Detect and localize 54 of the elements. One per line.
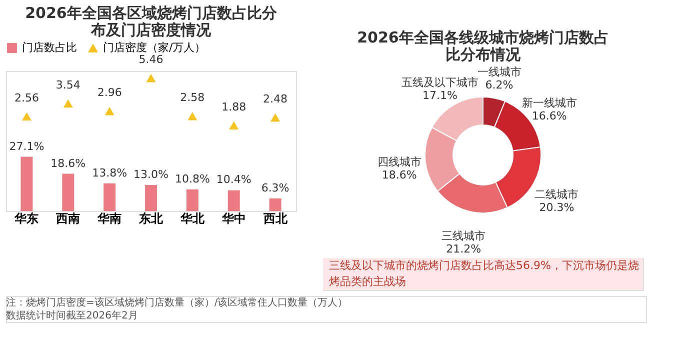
- data-label: 10.8%: [174, 172, 210, 186]
- point: [270, 113, 280, 122]
- point: [22, 112, 32, 121]
- bar: [62, 174, 74, 211]
- data-label: 17.1%: [422, 88, 458, 102]
- data-label: 21.2%: [446, 242, 482, 256]
- data-label: 10.4%: [216, 173, 252, 186]
- data-label: 6.3%: [261, 181, 290, 194]
- point: [146, 74, 156, 82]
- point: [188, 112, 198, 120]
- chart-title: 2026年全国各区域烧烤门店数占比分布及门店密度情况: [25, 4, 278, 39]
- slice-label: 四线城市: [377, 155, 422, 168]
- x-tick-label: 西南: [55, 212, 80, 226]
- bar: [145, 185, 157, 211]
- data-label: 6.2%: [485, 78, 514, 92]
- text: 三线及以下城市的烧烤门店数占比高达56.9%，下沉市场仍是烧烤品类的主战场: [329, 259, 639, 288]
- data-label: 27.1%: [9, 140, 44, 153]
- x-tick-label: 西北: [262, 212, 288, 226]
- bar: [104, 183, 116, 211]
- x-tick-label: 华南: [96, 212, 122, 226]
- point: [104, 107, 114, 116]
- bar: [20, 156, 33, 211]
- legend-label: 门店密度（家/万人）: [103, 41, 206, 54]
- x-tick-label: 东北: [138, 212, 164, 226]
- data-label: 5.46: [138, 53, 164, 66]
- chart-title: 2026年全国各线级城市烧烤门店数占比分布情况: [357, 28, 609, 64]
- data-label: 1.88: [222, 100, 246, 114]
- x-tick-label: 华中: [220, 212, 246, 226]
- slice-label: 三线城市: [442, 230, 486, 243]
- slice-label: 新一线城市: [522, 96, 577, 110]
- x-tick-label: 华北: [179, 212, 206, 226]
- legend-label: 门店数占比: [22, 41, 77, 54]
- data-label: 16.6%: [532, 110, 567, 123]
- data-label: 20.3%: [539, 201, 574, 214]
- x-tick-label: 华东: [14, 212, 39, 226]
- text: 注：烧烤门店密度=该区域烧烤门店数量（家）/该区域常住人口数量（万人）: [6, 296, 348, 308]
- text: 数据统计时间截至2026年2月: [6, 310, 138, 322]
- data-label: 2.56: [14, 91, 39, 104]
- slice-label: 一线城市: [477, 66, 522, 79]
- point: [229, 121, 239, 130]
- slice-label: 二线城市: [534, 188, 579, 202]
- data-label: 3.54: [56, 78, 80, 92]
- data-label: 2.96: [97, 86, 122, 100]
- data-label: 2.58: [180, 91, 205, 104]
- bar: [269, 198, 282, 211]
- data-label: 18.6%: [50, 156, 86, 170]
- bar: [228, 190, 240, 211]
- point: [63, 99, 73, 108]
- data-label: 13.8%: [92, 166, 128, 180]
- slice-label: 五线及以下城市: [402, 76, 479, 89]
- bar: [186, 189, 198, 211]
- data-label: 13.0%: [134, 168, 168, 181]
- data-label: 18.6%: [382, 168, 417, 182]
- data-label: 2.48: [263, 92, 288, 106]
